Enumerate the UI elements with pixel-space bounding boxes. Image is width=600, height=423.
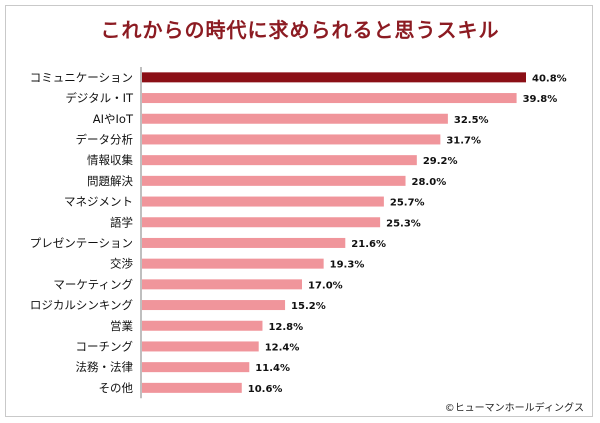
category-label: デジタル・IT (65, 91, 134, 105)
value-label: 10.6% (248, 384, 283, 395)
bar (142, 196, 384, 207)
category-label: 法務・法律 (76, 360, 134, 374)
category-label: 営業 (110, 319, 133, 333)
value-label: 21.6% (351, 239, 386, 250)
value-label: 25.3% (386, 218, 421, 229)
credit-text: ©ヒューマンホールディングス (444, 403, 584, 414)
category-label: その他 (99, 381, 134, 395)
category-label: AIやIoT (93, 112, 134, 126)
bar (142, 93, 517, 104)
bar (142, 279, 302, 290)
category-label: マネジメント (64, 195, 133, 209)
category-label: 交渉 (110, 257, 133, 271)
value-label: 19.3% (330, 260, 365, 271)
bar (142, 155, 417, 166)
category-label: 語学 (110, 215, 133, 229)
value-label: 11.4% (255, 363, 290, 374)
bar (142, 300, 286, 311)
bar (142, 258, 324, 269)
chart-title: これからの時代に求められると思うスキル (100, 18, 500, 42)
value-label: 28.0% (412, 177, 447, 188)
category-label: コミュニケーション (30, 70, 133, 84)
value-label: 12.8% (268, 322, 303, 333)
value-label: 15.2% (291, 301, 326, 312)
bar (142, 320, 263, 331)
category-label: マーケティング (53, 277, 133, 291)
bar (142, 175, 406, 186)
value-label: 40.8% (532, 73, 567, 84)
value-label: 17.0% (308, 280, 343, 291)
value-label: 29.2% (423, 156, 458, 167)
bar (142, 237, 346, 248)
category-label: プレゼンテーション (30, 236, 133, 250)
value-label: 32.5% (454, 115, 489, 126)
bar (142, 134, 441, 145)
category-label: ロジカルシンキング (30, 298, 134, 312)
category-label: 問題解決 (87, 174, 133, 188)
bar (142, 217, 381, 228)
value-label: 12.4% (265, 342, 300, 353)
category-label: データ分析 (76, 132, 134, 146)
bar (142, 341, 259, 352)
value-label: 25.7% (390, 198, 425, 209)
value-label: 39.8% (523, 94, 558, 105)
value-label: 31.7% (446, 135, 481, 146)
bar (142, 72, 526, 83)
bar (142, 362, 250, 373)
category-label: コーチング (76, 339, 134, 353)
category-label: 情報収集 (87, 153, 133, 167)
bar (142, 382, 242, 393)
bar (142, 113, 448, 124)
